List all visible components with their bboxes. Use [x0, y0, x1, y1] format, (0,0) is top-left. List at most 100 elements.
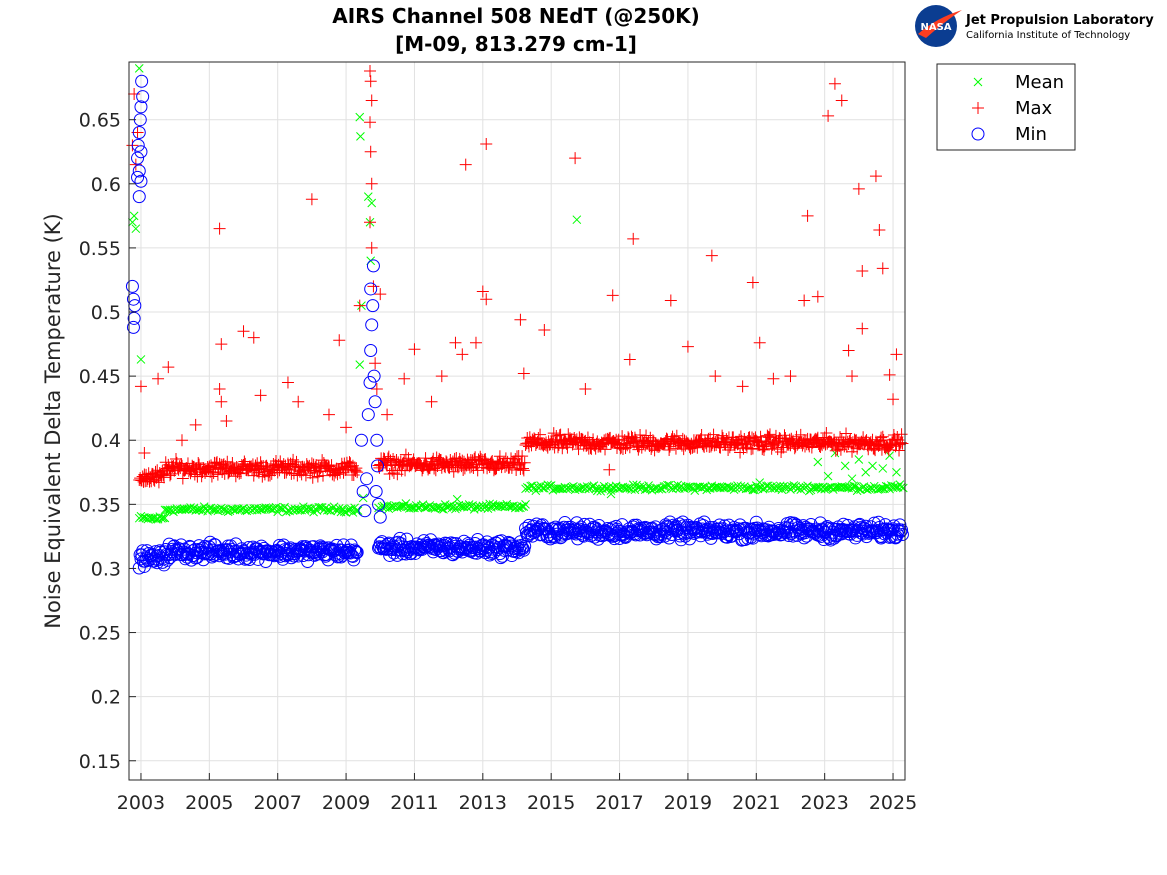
outlier-point-max — [801, 209, 814, 222]
ticks: 2003 2005 2007 2009 2011 2013 2015 2017 2019 2021… — [79, 110, 918, 814]
data-point-mean — [275, 503, 284, 513]
data-point-mean — [803, 481, 812, 491]
outlier-point-max — [835, 94, 848, 107]
outlier-point-max — [798, 294, 811, 307]
outlier-point-max — [890, 348, 903, 361]
x-tick-label: 2019 — [664, 792, 712, 814]
data-point-max — [763, 431, 776, 444]
data-point-max — [231, 466, 244, 479]
outlier-point-max — [367, 280, 380, 293]
outlier-point-max — [480, 293, 493, 306]
outlier-point-max — [873, 223, 886, 236]
data-point-max — [816, 439, 829, 452]
data-point-mean — [353, 506, 363, 515]
outlier-point-mean — [885, 451, 894, 460]
data-point-mean — [495, 501, 505, 511]
outlier-point-mean — [131, 224, 141, 234]
outlier-point-max — [456, 348, 469, 361]
data-point-max — [846, 436, 859, 449]
data-point-max — [331, 468, 344, 481]
outlier-point-min — [363, 376, 377, 390]
data-point-max — [599, 443, 612, 456]
data-point-mean — [463, 502, 472, 512]
outlier-point-min — [134, 145, 148, 159]
data-point-max — [632, 443, 645, 456]
data-point-max — [221, 455, 234, 468]
legend-marker-mean — [973, 77, 983, 87]
outlier-point-max — [480, 138, 493, 151]
outlier-point-max — [449, 336, 462, 349]
data-point-mean — [158, 513, 168, 523]
outlier-point-min — [356, 485, 370, 499]
data-point-max — [256, 470, 269, 483]
outlier-point-min — [373, 510, 387, 524]
data-point-max — [746, 442, 759, 455]
outlier-point-min — [370, 433, 384, 447]
outlier-point-max — [305, 193, 318, 206]
data-point-mean — [792, 484, 802, 494]
data-point-min — [348, 543, 362, 557]
data-point-mean — [898, 483, 908, 493]
outlier-point-max — [292, 395, 305, 408]
outlier-point-min — [364, 343, 378, 357]
outlier-point-max — [189, 418, 202, 431]
outlier-point-mean — [847, 474, 857, 484]
data-point-mean — [505, 502, 515, 512]
data-point-mean — [873, 485, 883, 494]
outlier-point-max — [364, 75, 377, 88]
outlier-point-max — [215, 395, 228, 408]
data-point-mean — [157, 514, 166, 523]
chart-title-line1: AIRS Channel 508 NEdT (@250K) — [332, 4, 700, 28]
y-axis-label: Noise Equivalent Delta Temperature (K) — [41, 213, 65, 629]
outlier-point-max — [381, 408, 394, 421]
outlier-point-max — [842, 344, 855, 357]
outlier-point-min — [368, 395, 382, 409]
data-point-mean — [654, 484, 664, 494]
outlier-point-mean — [452, 494, 462, 504]
data-point-mean — [271, 502, 281, 512]
x-tick-label: 2007 — [254, 792, 302, 814]
x-tick-label: 2021 — [732, 792, 780, 814]
data-point-max — [517, 464, 530, 477]
data-point-max — [259, 460, 272, 473]
data-point-mean — [820, 484, 830, 494]
outlier-point-max — [828, 77, 841, 90]
data-point-max — [895, 428, 908, 441]
legend-marker-max — [972, 102, 984, 114]
outlier-point-max — [606, 289, 619, 302]
data-point-mean — [577, 483, 587, 492]
outlier-point-max — [247, 331, 260, 344]
outlier-point-mean — [840, 461, 850, 471]
data-point-min — [872, 515, 886, 529]
data-point-max — [794, 428, 807, 441]
data-point-mean — [266, 504, 276, 514]
outlier-point-max — [705, 249, 718, 262]
outlier-point-max — [736, 380, 749, 393]
outlier-point-max — [322, 408, 335, 421]
data-point-mean — [861, 484, 871, 494]
outlier-point-min — [372, 497, 386, 511]
data-point-mean — [208, 505, 218, 515]
data-point-max — [387, 466, 400, 479]
data-point-max — [718, 437, 731, 450]
outlier-point-max — [408, 343, 421, 356]
plot-frame — [128, 61, 906, 781]
data-point-mean — [613, 484, 623, 493]
data-point-max — [158, 471, 171, 484]
data-point-max — [893, 444, 906, 457]
data-point-mean — [774, 484, 783, 494]
data-point-mean — [290, 504, 300, 514]
data-point-mean — [314, 502, 324, 512]
data-point-mean — [293, 504, 303, 514]
outlier-point-mean — [572, 215, 582, 225]
data-point-max — [419, 452, 432, 465]
data-point-mean — [317, 503, 327, 512]
series-min — [125, 74, 909, 575]
outlier-point-min — [364, 282, 378, 296]
data-point-max — [663, 440, 676, 453]
data-point-max — [707, 428, 720, 441]
outlier-point-min — [125, 279, 139, 293]
outlier-point-min — [136, 90, 150, 104]
data-point-mean — [883, 482, 893, 491]
